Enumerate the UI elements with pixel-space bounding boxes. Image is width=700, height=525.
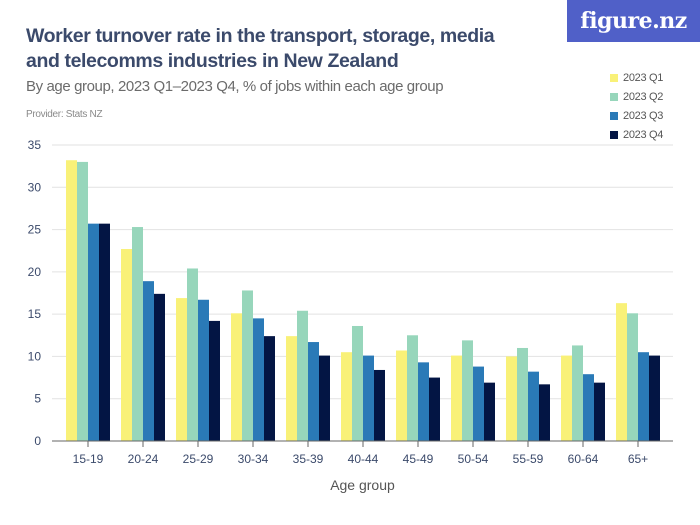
x-tick-label: 15-19 <box>73 452 104 466</box>
y-tick-label: 20 <box>28 265 42 279</box>
bar-2023-q4-45-49 <box>429 377 440 441</box>
bar-2023-q2-60-64 <box>572 345 583 441</box>
bar-2023-q3-40-44 <box>363 355 374 441</box>
x-tick-label: 55-59 <box>513 452 544 466</box>
bar-2023-q2-35-39 <box>297 310 308 441</box>
bar-2023-q3-15-19 <box>88 223 99 441</box>
legend-label: 2023 Q2 <box>623 90 664 103</box>
legend-label: 2023 Q3 <box>623 109 664 122</box>
bar-2023-q3-20-24 <box>143 281 154 441</box>
bar-2023-q2-40-44 <box>352 325 363 441</box>
y-tick-label: 0 <box>34 434 41 448</box>
bar-2023-q4-40-44 <box>374 369 385 441</box>
legend-item: 2023 Q1 <box>610 68 663 87</box>
bar-2023-q4-25-29 <box>209 320 220 441</box>
legend-label: 2023 Q1 <box>623 71 664 84</box>
legend: 2023 Q1 2023 Q2 2023 Q3 2023 Q4 <box>610 68 663 144</box>
y-tick-label: 10 <box>28 349 42 363</box>
y-tick-label: 25 <box>28 223 42 237</box>
bar-2023-q2-65+ <box>627 313 638 441</box>
bar-2023-q2-45-49 <box>407 335 418 441</box>
bar-2023-q2-30-34 <box>242 290 253 441</box>
bar-2023-q2-20-24 <box>132 227 143 441</box>
x-tick-label: 45-49 <box>403 452 434 466</box>
bar-2023-q3-50-54 <box>473 366 484 441</box>
bar-2023-q2-50-54 <box>462 340 473 441</box>
bar-2023-q3-30-34 <box>253 318 264 441</box>
legend-item: 2023 Q3 <box>610 106 663 125</box>
bar-2023-q1-30-34 <box>231 313 242 441</box>
bar-2023-q4-50-54 <box>484 382 495 441</box>
chart-subtitle: By age group, 2023 Q1–2023 Q4, % of jobs… <box>26 78 444 95</box>
bar-2023-q4-30-34 <box>264 336 275 441</box>
legend-swatch <box>610 111 618 120</box>
bar-2023-q3-60-64 <box>583 374 594 441</box>
bar-2023-q4-55-59 <box>539 384 550 441</box>
bar-2023-q1-40-44 <box>341 352 352 441</box>
bar-2023-q2-15-19 <box>77 161 88 441</box>
x-tick-label: 35-39 <box>293 452 324 466</box>
bar-2023-q4-35-39 <box>319 355 330 441</box>
x-tick-label: 65+ <box>628 452 648 466</box>
x-tick-label: 20-24 <box>128 452 159 466</box>
legend-swatch <box>610 130 618 139</box>
x-tick-label: 60-64 <box>568 452 599 466</box>
legend-label: 2023 Q4 <box>623 128 664 141</box>
bar-2023-q4-20-24 <box>154 293 165 441</box>
bar-2023-q3-65+ <box>638 352 649 441</box>
bar-2023-q4-60-64 <box>594 382 605 441</box>
bar-2023-q3-35-39 <box>308 342 319 441</box>
bar-2023-q1-55-59 <box>506 356 517 441</box>
legend-item: 2023 Q2 <box>610 87 663 106</box>
y-tick-label: 5 <box>34 392 41 406</box>
bar-2023-q1-65+ <box>616 303 627 441</box>
bar-2023-q1-35-39 <box>286 336 297 441</box>
bar-2023-q2-55-59 <box>517 347 528 441</box>
y-tick-label: 15 <box>28 307 42 321</box>
bar-2023-q4-15-19 <box>99 223 110 441</box>
x-tick-label: 40-44 <box>348 452 379 466</box>
legend-swatch <box>610 92 618 101</box>
bar-2023-q1-25-29 <box>176 298 187 441</box>
bar-2023-q3-55-59 <box>528 371 539 441</box>
bar-2023-q2-25-29 <box>187 268 198 441</box>
x-axis-title: Age group <box>330 477 395 493</box>
bar-2023-q3-25-29 <box>198 299 209 441</box>
bar-2023-q4-65+ <box>649 355 660 441</box>
bar-2023-q1-45-49 <box>396 350 407 441</box>
bar-2023-q1-50-54 <box>451 355 462 441</box>
provider-label: Provider: Stats NZ <box>26 109 103 120</box>
y-tick-label: 30 <box>28 180 42 194</box>
bar-2023-q1-60-64 <box>561 355 572 441</box>
bar-2023-q1-20-24 <box>121 249 132 441</box>
legend-swatch <box>610 73 618 82</box>
x-tick-label: 50-54 <box>458 452 489 466</box>
figure-nz-logo[interactable]: figure.nz <box>567 0 700 42</box>
bar-2023-q3-45-49 <box>418 362 429 441</box>
x-tick-label: 30-34 <box>238 452 269 466</box>
y-tick-label: 35 <box>28 138 42 152</box>
x-tick-label: 25-29 <box>183 452 214 466</box>
bar-2023-q1-15-19 <box>66 160 77 442</box>
chart-title: Worker turnover rate in the transport, s… <box>26 25 495 72</box>
legend-item: 2023 Q4 <box>610 125 663 144</box>
